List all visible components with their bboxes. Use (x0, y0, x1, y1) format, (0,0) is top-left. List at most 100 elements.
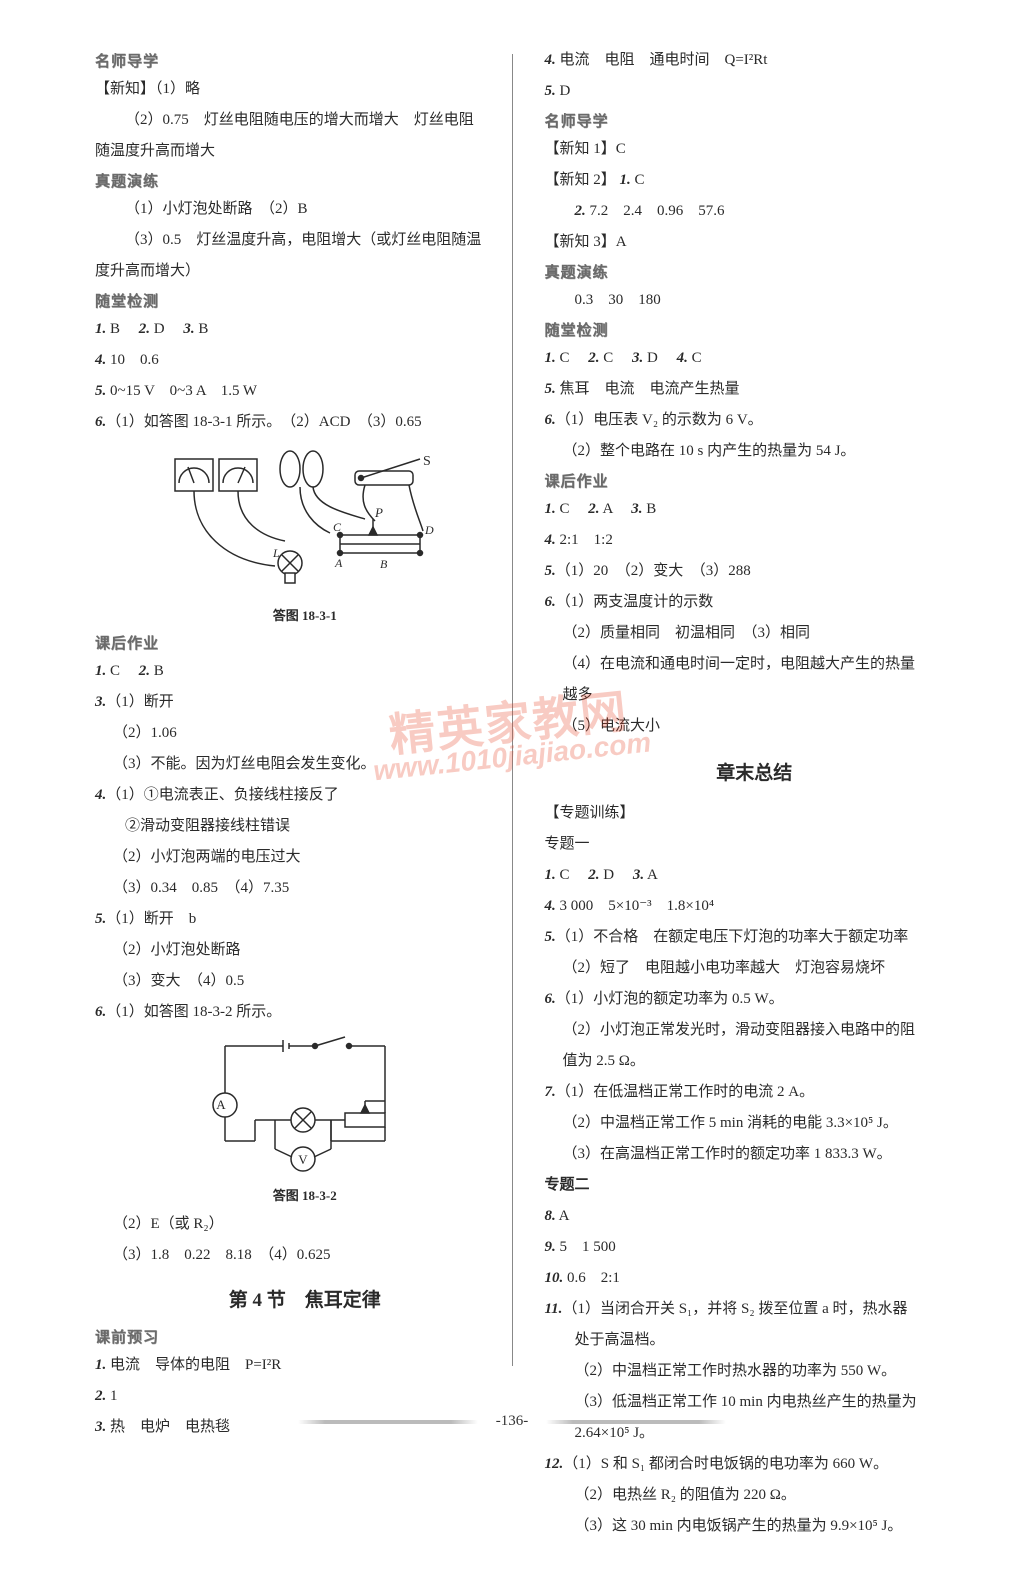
item-number: 4. (95, 352, 106, 368)
text: D (556, 83, 571, 99)
item-number: 6. (95, 414, 106, 430)
figure-caption: 答图 18-3-2 (95, 1185, 515, 1204)
text: （1）当闭合开关 S₁，并将 S₂ 拨至位置 a 时，热水器 (562, 1301, 907, 1317)
chapter-title: 章末总结 (545, 758, 965, 785)
text-line: 4. 3 000 5×10⁻³ 1.8×10⁴ (545, 894, 965, 918)
text-line: 【新知 3】A (545, 230, 965, 254)
text-line: 6.（1）两支温度计的示数 (545, 590, 965, 614)
text: D (150, 321, 180, 337)
text-line: 0.3 30 180 (545, 288, 965, 312)
text: C (556, 867, 585, 883)
text-line: （2）电热丝 R₂ 的阻值为 220 Ω。 (545, 1483, 965, 1507)
text-line: 【新知 1】C (545, 137, 965, 161)
item-number: 2. (588, 501, 599, 517)
text: （1）两支温度计的示数 (556, 594, 714, 610)
label-S: S (423, 454, 431, 469)
text-line: 2. 7.2 2.4 0.96 57.6 (545, 199, 965, 223)
text-line: 4. 电流 电阻 通电时间 Q=I²Rt (545, 48, 965, 72)
item-number: 1. (95, 321, 106, 337)
text: C (631, 172, 645, 188)
item-number: 5. (545, 83, 556, 99)
item-number: 1. (545, 867, 556, 883)
text-line: （2）1.06 (95, 721, 515, 745)
text-line: 5. 焦耳 电流 电流产生热量 (545, 377, 965, 401)
text-line: 1. C 2. D 3. A (545, 863, 965, 887)
text: 1 (106, 1388, 117, 1404)
item-number: 3. (95, 694, 106, 710)
text: 【新知 2】 (545, 172, 616, 188)
text: （1）电压表 V₂ 的示数为 6 V。 (556, 412, 763, 428)
text-line: 【新知 2】 1. C (545, 168, 965, 192)
text: （1）断开 (106, 694, 174, 710)
label-V: V (298, 1152, 308, 1167)
text: （1）在低温档正常工作时的电流 2 A。 (556, 1084, 814, 1100)
text-line: （5）电流大小 (545, 714, 965, 738)
text-line: 5.（1）20 （2）变大 （3）288 (545, 559, 965, 583)
circuit-svg-1: S P C D A B L (165, 441, 445, 601)
label-A: A (334, 556, 343, 570)
item-number: 1. (95, 663, 106, 679)
item-number: 1. (545, 350, 556, 366)
circuit-figure-2: A V (95, 1031, 515, 1181)
text-line: （3）这 30 min 内电饭锅产生的热量为 9.9×10⁵ J。 (545, 1514, 965, 1538)
heading: 真题演练 (545, 261, 965, 282)
item-number: 4. (95, 787, 106, 803)
text-line: （3）在高温档正常工作时的额定功率 1 833.3 W。 (545, 1142, 965, 1166)
text: （1）如答图 18-3-1 所示。 （2）ACD （3）0.65 (106, 414, 421, 430)
item-number: 2. (139, 663, 150, 679)
item-number: 4. (545, 532, 556, 548)
heading: 随堂检测 (545, 319, 965, 340)
text: （1）断开 b (106, 911, 196, 927)
heading: 课后作业 (95, 632, 515, 653)
text: 焦耳 电流 电流产生热量 (556, 381, 740, 397)
text-line: 5.（1）不合格 在额定电压下灯泡的功率大于额定功率 (545, 925, 965, 949)
text-line: 处于高温档。 (545, 1328, 965, 1352)
text: 10 0.6 (106, 352, 159, 368)
text-line: （2）小灯泡正常发光时，滑动变阻器接入电路中的阻 (545, 1018, 965, 1042)
item-number: 6. (95, 1004, 106, 1020)
item-number: 2. (139, 321, 150, 337)
text: 0.6 2:1 (563, 1270, 620, 1286)
text-line: 专题一 (545, 832, 965, 856)
text-line: 8. A (545, 1204, 965, 1228)
text: A (644, 867, 658, 883)
text-line: 6.（1）小灯泡的额定功率为 0.5 W。 (545, 987, 965, 1011)
item-number: 3. (633, 867, 644, 883)
label-B: B (380, 557, 388, 571)
text: B (195, 321, 209, 337)
text: 5 1 500 (556, 1239, 616, 1255)
heading: 真题演练 (95, 170, 515, 191)
text-line: （1）小灯泡处断路 （2）B (95, 197, 515, 221)
text-line: ②滑动变阻器接线柱错误 (95, 814, 515, 838)
text: （1）S 和 S₁ 都闭合时电饭锅的电功率为 660 W。 (563, 1456, 888, 1472)
text: C (600, 350, 629, 366)
text: A (600, 501, 628, 517)
text: 电流 电阻 通电时间 Q=I²Rt (556, 52, 768, 68)
text-line: 5.（1）断开 b (95, 907, 515, 931)
left-column: 名师导学 【新知】（1）略 （2）0.75 灯丝电阻随电压的增大而增大 灯丝电阻… (95, 48, 515, 1545)
item-number: 6. (545, 991, 556, 1007)
text-line: （3）低温档正常工作 10 min 内电热丝产生的热量为 (545, 1390, 965, 1414)
text: （1）如答图 18-3-2 所示。 (106, 1004, 281, 1020)
item-number: 3. (632, 350, 643, 366)
label-D: D (424, 523, 434, 537)
text-line: 4. 2:1 1:2 (545, 528, 965, 552)
item-number: 7. (545, 1084, 556, 1100)
text-line: （3）0.5 灯丝温度升高，电阻增大（或灯丝电阻随温 (95, 228, 515, 252)
text: C (106, 663, 135, 679)
heading: 课前预习 (95, 1326, 515, 1347)
item-number: 3. (631, 501, 642, 517)
item-number: 2. (95, 1388, 106, 1404)
text-line: 5. D (545, 79, 965, 103)
item-number: 10. (545, 1270, 564, 1286)
item-number: 4. (677, 350, 688, 366)
text: （1）不合格 在额定电压下灯泡的功率大于额定功率 (556, 929, 909, 945)
item-number: 5. (545, 929, 556, 945)
text-line: 1. C 2. C 3. D 4. C (545, 346, 965, 370)
item-number: 6. (545, 594, 556, 610)
text: D (600, 867, 630, 883)
item-number: 8. (545, 1208, 556, 1224)
text-line: 4. 10 0.6 (95, 348, 515, 372)
text-line: 1. B 2. D 3. B (95, 317, 515, 341)
item-number: 9. (545, 1239, 556, 1255)
